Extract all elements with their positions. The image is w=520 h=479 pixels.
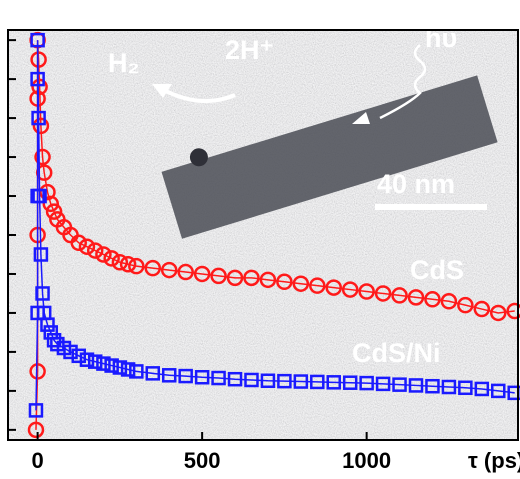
marker	[491, 383, 506, 399]
marker	[342, 375, 358, 390]
marker	[86, 242, 104, 259]
marker	[292, 275, 310, 292]
marker	[177, 263, 194, 281]
marker	[95, 246, 112, 263]
marker	[96, 356, 111, 371]
marker	[32, 188, 47, 204]
marker	[145, 366, 161, 381]
marker	[79, 352, 95, 367]
marker	[46, 332, 62, 348]
marker	[408, 378, 424, 393]
marker	[375, 376, 391, 392]
marker	[391, 287, 408, 304]
annotation: 40 nm	[377, 169, 455, 199]
marker	[194, 370, 210, 385]
marker	[407, 289, 425, 306]
marker	[211, 370, 226, 386]
marker	[359, 375, 374, 391]
nanorod	[161, 75, 498, 239]
annotation: hυ	[425, 23, 457, 53]
marker	[374, 285, 392, 302]
marker	[506, 302, 520, 320]
marker	[326, 375, 341, 390]
marker	[507, 385, 520, 401]
marker	[210, 267, 227, 285]
marker	[457, 296, 474, 314]
marker	[31, 110, 46, 126]
marker	[78, 238, 96, 255]
legend-label: CdS/Ni	[352, 338, 441, 368]
marker	[42, 195, 60, 213]
marker	[45, 203, 63, 220]
marker	[120, 362, 136, 377]
marker	[325, 279, 342, 296]
marker	[441, 379, 457, 395]
marker	[425, 378, 440, 394]
marker	[293, 374, 309, 389]
arrow-head	[152, 84, 172, 98]
marker	[458, 380, 473, 396]
marker	[30, 32, 45, 48]
marker	[29, 363, 46, 380]
marker	[243, 269, 260, 287]
annotation: 2H⁺	[225, 35, 274, 65]
arrow-head	[352, 112, 370, 124]
marker	[70, 234, 87, 252]
marker	[28, 403, 44, 418]
marker	[144, 259, 162, 277]
x-tick-label: 0	[31, 448, 43, 473]
reaction-arrow	[159, 86, 236, 104]
x-tick-label: 500	[184, 448, 221, 473]
marker	[244, 372, 259, 388]
series-line	[35, 40, 515, 430]
x-axis-label: τ (ps)	[468, 448, 520, 473]
marker	[259, 271, 277, 289]
marker	[112, 360, 128, 375]
photon-arrow	[379, 44, 427, 120]
marker	[341, 281, 359, 298]
annotation: H₂	[108, 48, 140, 78]
marker	[260, 373, 276, 389]
marker	[33, 247, 49, 262]
marker	[226, 269, 244, 287]
marker	[277, 373, 292, 389]
marker	[310, 374, 325, 390]
marker	[31, 78, 48, 96]
marker	[104, 358, 119, 373]
marker	[103, 250, 120, 267]
marker	[40, 317, 55, 332]
x-tick-label: 1000	[342, 448, 391, 473]
marker	[35, 286, 50, 301]
marker	[440, 293, 458, 310]
marker	[193, 265, 211, 283]
marker	[30, 71, 45, 87]
marker	[160, 261, 178, 279]
marker	[32, 117, 50, 135]
legend-label: CdS	[410, 255, 464, 285]
marker	[63, 344, 78, 360]
marker	[276, 273, 293, 291]
marker	[129, 364, 144, 379]
marker	[71, 348, 86, 364]
marker	[34, 148, 51, 166]
marker	[119, 255, 137, 273]
marker	[178, 368, 193, 384]
marker	[161, 368, 177, 383]
marker	[39, 183, 56, 201]
plot	[27, 31, 520, 439]
marker	[474, 381, 490, 397]
marker	[87, 354, 103, 369]
marker	[358, 283, 375, 300]
marker	[111, 254, 129, 271]
marker	[392, 377, 407, 392]
marker	[424, 291, 441, 308]
marker	[309, 277, 326, 294]
marker	[27, 421, 45, 439]
marker	[473, 300, 491, 318]
marker	[490, 304, 507, 322]
marker	[227, 371, 243, 387]
marker	[128, 257, 145, 275]
